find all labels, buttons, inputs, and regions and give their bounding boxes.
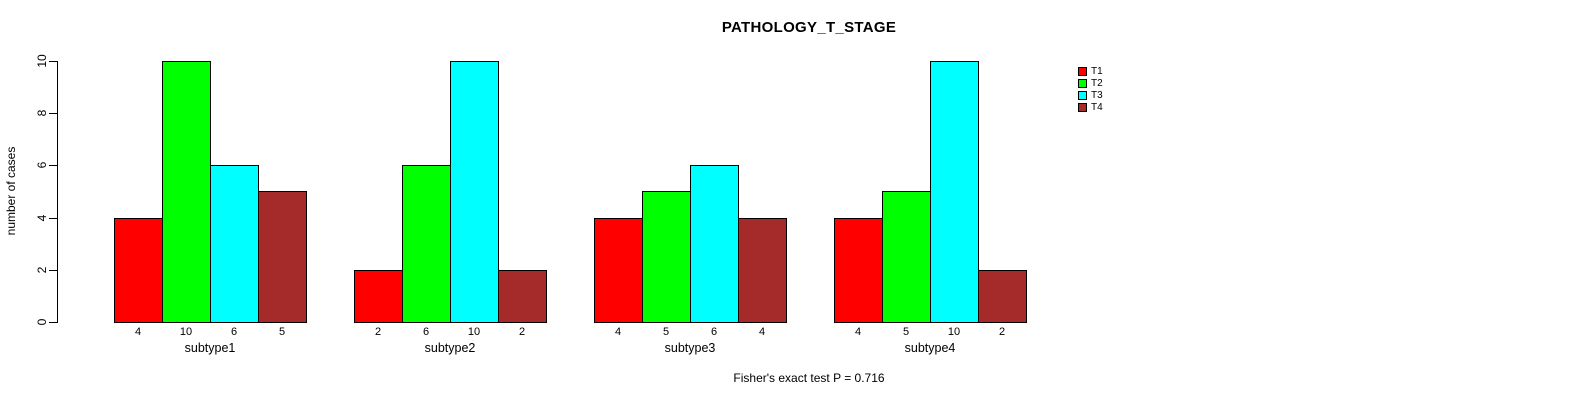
fisher-test-annotation: Fisher's exact test P = 0.716 [733, 371, 885, 385]
bar-value-label: 2 [518, 326, 526, 338]
y-tick-label: 6 [35, 162, 49, 169]
bar-subtype4-T3 [930, 61, 979, 323]
bar-subtype3-T3 [690, 165, 739, 323]
bar-subtype3-T1 [594, 218, 643, 323]
x-category-label-subtype3: subtype3 [664, 341, 716, 355]
bar-subtype3-T4 [738, 218, 787, 323]
bar-value-label: 10 [179, 326, 193, 338]
legend-swatch-T4 [1078, 102, 1087, 112]
legend-item-T3: T3 [1078, 89, 1103, 101]
legend-swatch-T1 [1078, 66, 1087, 76]
y-tick-label: 4 [35, 214, 49, 221]
bar-subtype3-T2 [642, 191, 691, 323]
bar-subtype2-T3 [450, 61, 499, 323]
bar-value-label: 2 [998, 326, 1006, 338]
legend-label: T1 [1091, 65, 1103, 77]
bar-subtype1-T3 [210, 165, 259, 323]
legend-label: T3 [1091, 89, 1103, 101]
legend: T1 T2 T3 T4 [1078, 65, 1103, 113]
bar-value-label: 4 [134, 326, 142, 338]
bar-subtype4-T1 [834, 218, 883, 323]
y-tick-mark [49, 269, 57, 271]
chart-title: PATHOLOGY_T_STAGE [721, 19, 897, 36]
bar-subtype2-T4 [498, 270, 547, 323]
bar-value-label: 6 [230, 326, 238, 338]
y-tick-label: 2 [35, 266, 49, 274]
bar-subtype2-T1 [354, 270, 403, 323]
bar-subtype2-T2 [402, 165, 451, 323]
legend-item-T1: T1 [1078, 65, 1103, 77]
bar-subtype1-T4 [258, 191, 307, 323]
bar-value-label: 5 [902, 326, 910, 338]
y-tick-mark [49, 61, 57, 62]
legend-swatch-T3 [1078, 90, 1087, 100]
legend-swatch-T2 [1078, 78, 1087, 88]
y-axis-line [57, 61, 58, 323]
bar-subtype4-T2 [882, 191, 931, 323]
bar-value-label: 5 [662, 326, 670, 338]
y-tick-mark [49, 165, 57, 167]
y-tick-label: 10 [35, 54, 49, 68]
x-category-label-subtype1: subtype1 [184, 341, 236, 355]
bar-value-label: 10 [947, 326, 961, 338]
legend-label: T2 [1091, 77, 1103, 89]
x-category-label-subtype4: subtype4 [904, 341, 956, 355]
y-tick-label: 8 [35, 109, 49, 117]
bar-value-label: 6 [422, 326, 430, 338]
bar-value-label: 5 [278, 326, 286, 338]
y-axis-label: number of cases [4, 146, 18, 236]
bar-subtype1-T1 [114, 218, 163, 323]
bar-subtype4-T4 [978, 270, 1027, 323]
bar-value-label: 2 [374, 326, 382, 338]
legend-item-T4: T4 [1078, 101, 1103, 113]
bar-value-label: 10 [467, 326, 481, 338]
bar-value-label: 4 [758, 326, 766, 338]
y-tick-mark [49, 217, 57, 219]
y-tick-mark [49, 322, 57, 323]
y-tick-label: 0 [35, 318, 49, 326]
bar-value-label: 4 [854, 326, 862, 338]
bar-value-label: 4 [614, 326, 622, 338]
legend-label: T4 [1091, 101, 1103, 113]
bar-value-label: 6 [710, 326, 718, 338]
x-category-label-subtype2: subtype2 [424, 341, 476, 355]
legend-item-T2: T2 [1078, 77, 1103, 89]
y-tick-mark [49, 113, 57, 115]
bar-subtype1-T2 [162, 61, 211, 323]
